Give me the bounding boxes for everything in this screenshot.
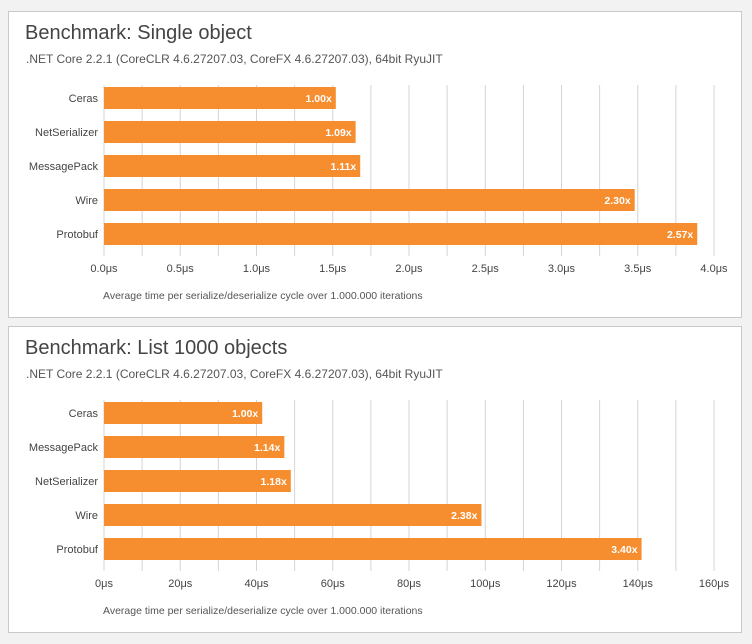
category-label: NetSerializer <box>35 476 98 488</box>
bar-value-label: 1.11x <box>330 161 356 173</box>
x-tick-label: 3.0μs <box>548 263 576 275</box>
chart-subtitle: .NET Core 2.2.1 (CoreCLR 4.6.27207.03, C… <box>26 52 443 66</box>
bar <box>104 189 635 211</box>
bar <box>104 470 291 492</box>
bar-chart-list-1000: 0μs 20μs 40μs 60μs 80μs 100μs 120μs 140μs 160μs C… <box>29 400 730 590</box>
x-tick-label: 1.0μs <box>243 263 271 275</box>
bar-value-label: 1.09x <box>325 127 351 139</box>
x-tick-label: 60μs <box>321 578 346 590</box>
bar-value-label: 1.18x <box>261 476 287 488</box>
chart-subtitle: .NET Core 2.2.1 (CoreCLR 4.6.27207.03, C… <box>26 367 443 381</box>
x-tick-label: 3.5μs <box>624 263 652 275</box>
bar <box>104 402 263 424</box>
x-tick-label: 0.0μs <box>90 263 118 275</box>
bar-value-label: 2.38x <box>451 510 477 522</box>
bar-value-label: 3.40x <box>611 544 637 556</box>
bar <box>104 121 356 143</box>
bar <box>104 436 285 458</box>
category-label: Wire <box>75 195 98 207</box>
x-tick-label: 100μs <box>470 578 501 590</box>
x-tick-label: 4.0μs <box>700 263 728 275</box>
x-tick-label: 80μs <box>397 578 422 590</box>
category-label: NetSerializer <box>35 127 98 139</box>
x-tick-label: 2.0μs <box>395 263 423 275</box>
chart-footnote: Average time per serialize/deserialize c… <box>103 605 423 617</box>
bar-chart-single-object: 0.0μs 0.5μs 1.0μs 1.5μs 2.0μs 2.5μs 3.0μs 3.5μs… <box>29 85 728 275</box>
chart-title: Benchmark: Single object <box>25 22 252 44</box>
bar <box>104 155 361 177</box>
chart-title: Benchmark: List 1000 objects <box>25 337 288 359</box>
chart-footnote: Average time per serialize/deserialize c… <box>103 290 423 302</box>
bar-value-label: 2.57x <box>667 229 693 241</box>
bar-value-label: 1.00x <box>232 408 258 420</box>
x-tick-label: 20μs <box>168 578 193 590</box>
category-label: Protobuf <box>56 229 99 241</box>
x-tick-label: 160μs <box>699 578 730 590</box>
category-label: Protobuf <box>56 544 99 556</box>
bar <box>104 223 698 245</box>
bar-value-label: 2.30x <box>604 195 630 207</box>
benchmark-panel-list-1000: Benchmark: List 1000 objects .NET Core 2… <box>8 326 742 633</box>
x-tick-label: 140μs <box>623 578 654 590</box>
category-label: MessagePack <box>29 161 99 173</box>
benchmark-panel-single-object: Benchmark: Single object .NET Core 2.2.1… <box>8 11 742 318</box>
x-tick-label: 2.5μs <box>472 263 500 275</box>
x-tick-label: 0μs <box>95 578 113 590</box>
category-label: Wire <box>75 510 98 522</box>
x-tick-label: 40μs <box>244 578 269 590</box>
x-tick-label: 0.5μs <box>167 263 195 275</box>
bar-value-label: 1.00x <box>306 93 332 105</box>
category-label: Ceras <box>69 93 99 105</box>
bar-value-label: 1.14x <box>254 442 280 454</box>
bar <box>104 538 642 560</box>
x-tick-label: 1.5μs <box>319 263 347 275</box>
x-tick-label: 120μs <box>546 578 577 590</box>
bar <box>104 87 336 109</box>
category-label: MessagePack <box>29 442 99 454</box>
category-label: Ceras <box>69 408 99 420</box>
bar <box>104 504 482 526</box>
